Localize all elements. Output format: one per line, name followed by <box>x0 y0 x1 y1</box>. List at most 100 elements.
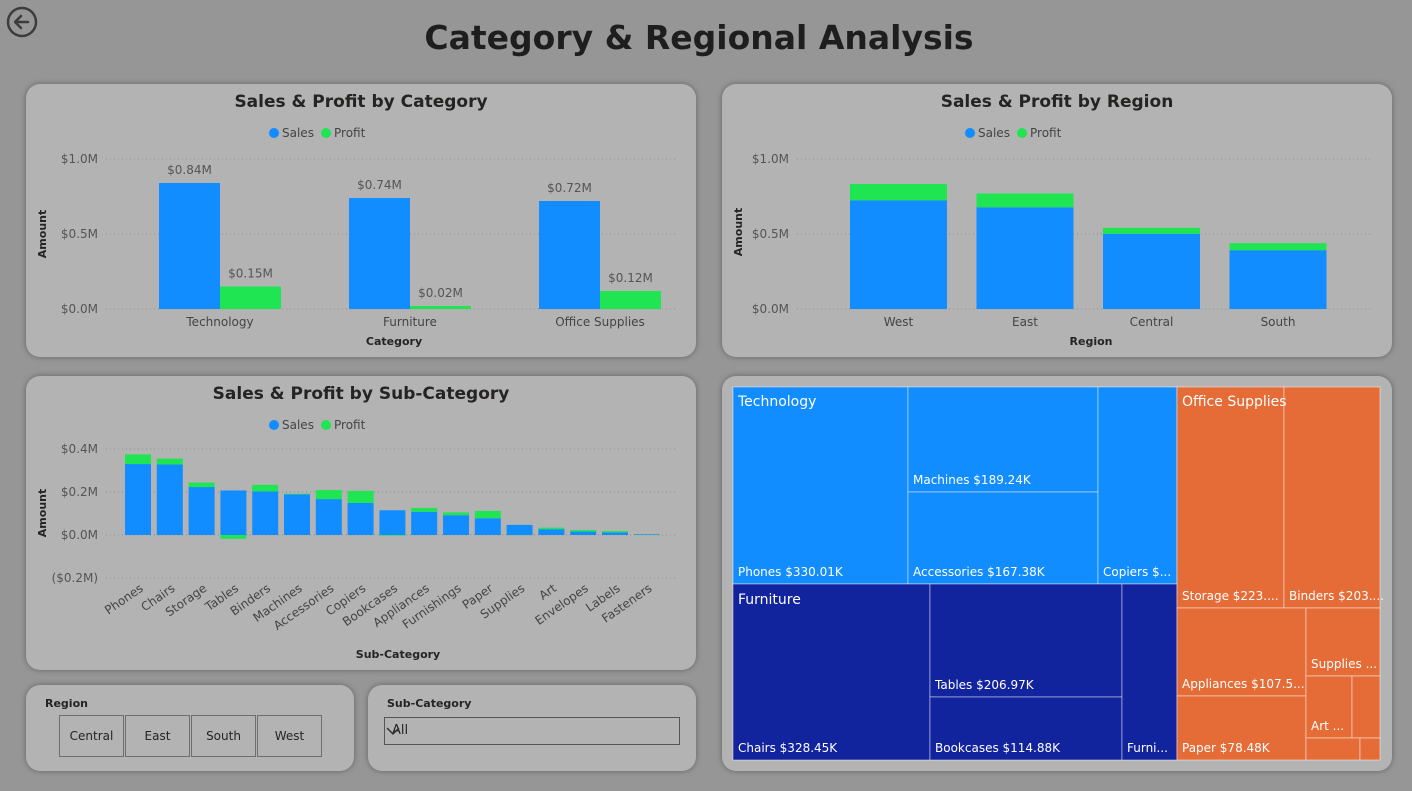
chevron-down-icon <box>386 727 400 736</box>
legend-sales-marker <box>269 420 279 430</box>
profit-bar <box>379 535 406 536</box>
sales-bar <box>347 502 374 535</box>
sales-bar <box>349 198 410 309</box>
treemap-cell-chairs-label: Chairs $328.45K <box>738 741 838 755</box>
profit-bar <box>1103 227 1200 234</box>
treemap-card: Phones $330.01K Machines $189.24K Accessor… <box>722 376 1392 771</box>
data-label: $0.72M <box>547 181 592 195</box>
sales-bar <box>443 515 469 535</box>
treemap-cell-furnishings <box>1121 583 1178 761</box>
region-chart-card: Sales & Profit by Region Sales Profit $1.0M… <box>722 84 1392 357</box>
treemap-cell-phones-label: Phones $330.01K <box>738 565 844 579</box>
profit-bar <box>850 184 947 201</box>
treemap-cell-storage <box>1176 386 1285 609</box>
treemap-group-technology: Technology <box>737 394 816 410</box>
region-tile-east[interactable]: East <box>125 715 190 757</box>
subcategory-slicer-title: Sub-Category <box>387 697 472 710</box>
treemap-cell-appliances-label: Appliances $107.5... <box>1182 677 1305 691</box>
x-tick-label: Phones <box>102 581 146 617</box>
treemap-cell-tables-label: Tables $206.97K <box>934 678 1035 692</box>
profit-bar <box>411 507 438 512</box>
treemap-cell-art <box>1305 675 1353 739</box>
y-axis-title: Amount <box>36 210 49 258</box>
y-tick-label: $0.2M <box>61 485 98 499</box>
sales-bar <box>159 183 220 309</box>
sales-bar <box>570 531 597 535</box>
subcategory-dropdown-value: All <box>392 723 409 738</box>
sales-bar <box>1103 233 1200 309</box>
treemap-cell-furnishings-label: Furni... <box>1127 741 1168 755</box>
legend-sales-marker <box>965 128 975 138</box>
profit-bar <box>410 306 471 309</box>
treemap-cell-tables <box>929 583 1123 698</box>
region-slicer-title: Region <box>45 697 88 710</box>
treemap-cell-copiers <box>1097 386 1178 585</box>
y-tick-label: $0.5M <box>752 227 789 241</box>
sales-bar <box>284 494 310 535</box>
y-tick-label: $0.0M <box>61 528 98 542</box>
sales-bar <box>125 464 151 535</box>
category-treemap: Phones $330.01K Machines $189.24K Accessor… <box>732 386 1384 761</box>
subcategory-chart: Sales & Profit by Sub-Category Sales Profi… <box>36 384 676 661</box>
x-tick-label: West <box>884 315 914 329</box>
x-tick-label: Central <box>1130 315 1174 329</box>
y-axis-title: Amount <box>36 489 49 537</box>
profit-bar <box>443 512 469 516</box>
data-label: $0.84M <box>167 163 212 177</box>
subcategory-slicer: Sub-Category All <box>368 685 696 771</box>
profit-bar <box>220 535 247 539</box>
page-title: Category & Regional Analysis <box>424 18 974 57</box>
treemap-cell-storage-label: Storage $223.... <box>1182 589 1279 603</box>
sales-bar <box>602 532 628 535</box>
region-chart: Sales & Profit by Region Sales Profit $1.0M… <box>732 92 1372 348</box>
treemap-cell-accessories-label: Accessories $167.38K <box>913 565 1046 579</box>
legend-profit-label: Profit <box>1030 126 1062 140</box>
subcategory-dropdown[interactable]: All <box>384 717 680 745</box>
profit-bar <box>474 510 501 519</box>
profit-bar <box>125 454 151 465</box>
region-slicer: Region Central East South West <box>26 685 354 771</box>
x-tick-label: East <box>1012 315 1038 329</box>
x-axis-title: Sub-Category <box>356 648 440 661</box>
treemap-cell-fasteners <box>1359 737 1381 761</box>
data-label: $0.12M <box>608 271 653 285</box>
x-axis-title: Region <box>1070 335 1113 348</box>
x-tick-label: South <box>1261 315 1296 329</box>
y-tick-label: $1.0M <box>752 152 789 166</box>
treemap-cell-envelopes <box>1351 675 1381 739</box>
category-chart: Sales & Profit by Category Sales Profit $1.… <box>36 92 676 348</box>
x-axis-title: Category <box>366 335 422 348</box>
y-tick-label: ($0.2M) <box>52 571 98 585</box>
profit-bar <box>347 490 374 503</box>
profit-bar <box>538 527 565 530</box>
sales-bar <box>474 518 501 535</box>
legend-profit-label: Profit <box>334 418 366 432</box>
legend-sales-label: Sales <box>282 126 314 140</box>
region-tile-west[interactable]: West <box>257 715 322 757</box>
chart-title: Sales & Profit by Category <box>234 92 487 112</box>
sales-bar <box>976 207 1074 309</box>
sales-bar <box>315 499 342 535</box>
back-arrow-icon[interactable] <box>6 6 38 38</box>
treemap-cell-bookcases <box>929 696 1123 761</box>
legend-sales-marker <box>269 128 279 138</box>
profit-bar <box>976 193 1074 208</box>
sales-bar <box>411 511 438 535</box>
treemap-group-furniture: Furniture <box>738 592 801 608</box>
treemap-cell-paper <box>1176 695 1307 761</box>
sales-bar <box>539 201 600 309</box>
sales-bar <box>1229 250 1327 309</box>
data-label: $0.15M <box>228 267 273 281</box>
treemap-cell-supplies-label: Supplies ... <box>1311 657 1377 671</box>
profit-bar <box>1229 243 1327 251</box>
legend-sales-label: Sales <box>282 418 314 432</box>
region-tile-central[interactable]: Central <box>59 715 124 757</box>
treemap-cell-art-label: Art ... <box>1311 719 1344 733</box>
sales-bar <box>633 534 660 535</box>
sales-bar <box>506 524 533 535</box>
profit-bar <box>284 493 310 495</box>
treemap-group-office-supplies: Office Supplies <box>1182 394 1287 410</box>
region-tile-south[interactable]: South <box>191 715 256 757</box>
chart-title: Sales & Profit by Sub-Category <box>213 384 510 404</box>
y-tick-label: $0.5M <box>61 227 98 241</box>
